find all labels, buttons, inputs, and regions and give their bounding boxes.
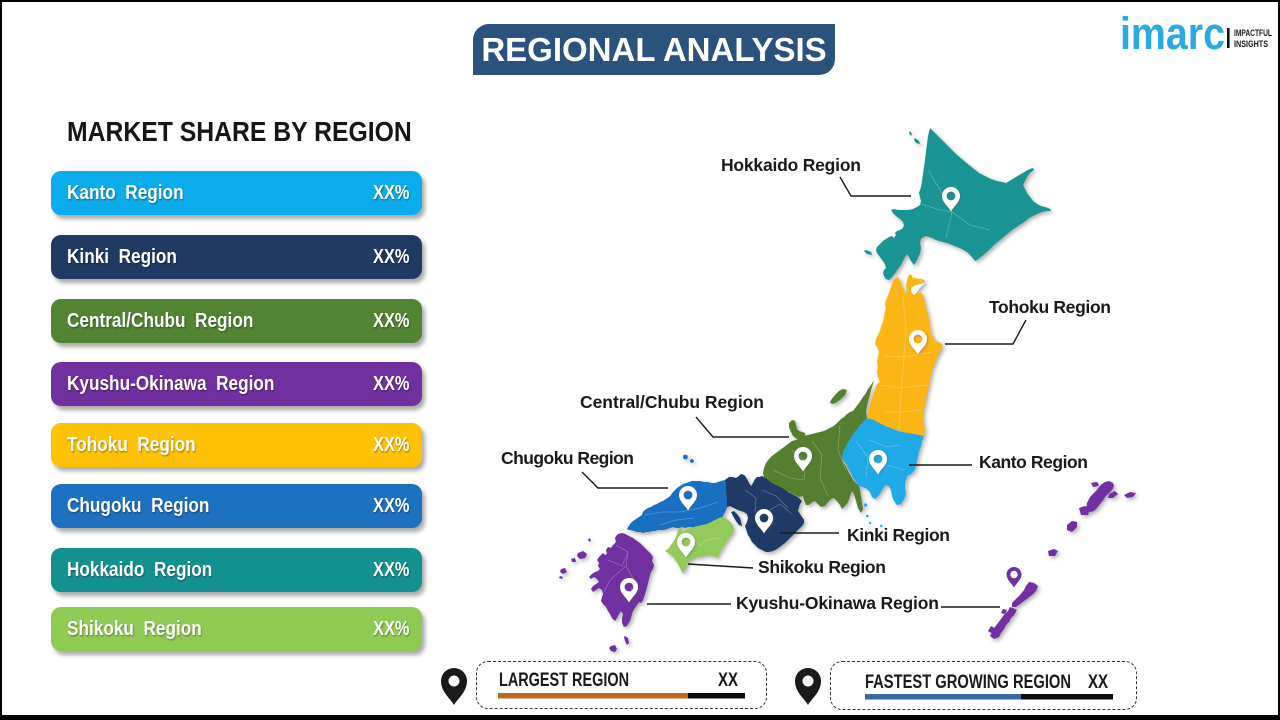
svg-text:IMPACTFUL: IMPACTFUL (1234, 28, 1272, 38)
svg-text:LARGEST REGION: LARGEST REGION (499, 670, 629, 691)
svg-text:Hokkaido Region: Hokkaido Region (721, 155, 861, 175)
svg-text:Chugoku Region: Chugoku Region (501, 448, 634, 468)
svg-text:Kanto Region: Kanto Region (979, 452, 1088, 472)
svg-text:XX: XX (718, 670, 738, 691)
svg-text:Tohoku Region: Tohoku Region (989, 297, 1111, 317)
svg-text:Central/Chubu Region: Central/Chubu Region (580, 392, 764, 412)
svg-text:imarc: imarc (1120, 8, 1225, 59)
svg-text:FASTEST GROWING REGION: FASTEST GROWING REGION (865, 672, 1071, 693)
svg-text:Shikoku Region: Shikoku Region (758, 557, 886, 577)
svg-text:INSIGHTS: INSIGHTS (1234, 39, 1268, 49)
svg-text:Kyushu-Okinawa Region: Kyushu-Okinawa Region (736, 593, 939, 613)
svg-text:XX: XX (1088, 672, 1108, 693)
svg-text:Kinki Region: Kinki Region (847, 525, 950, 545)
